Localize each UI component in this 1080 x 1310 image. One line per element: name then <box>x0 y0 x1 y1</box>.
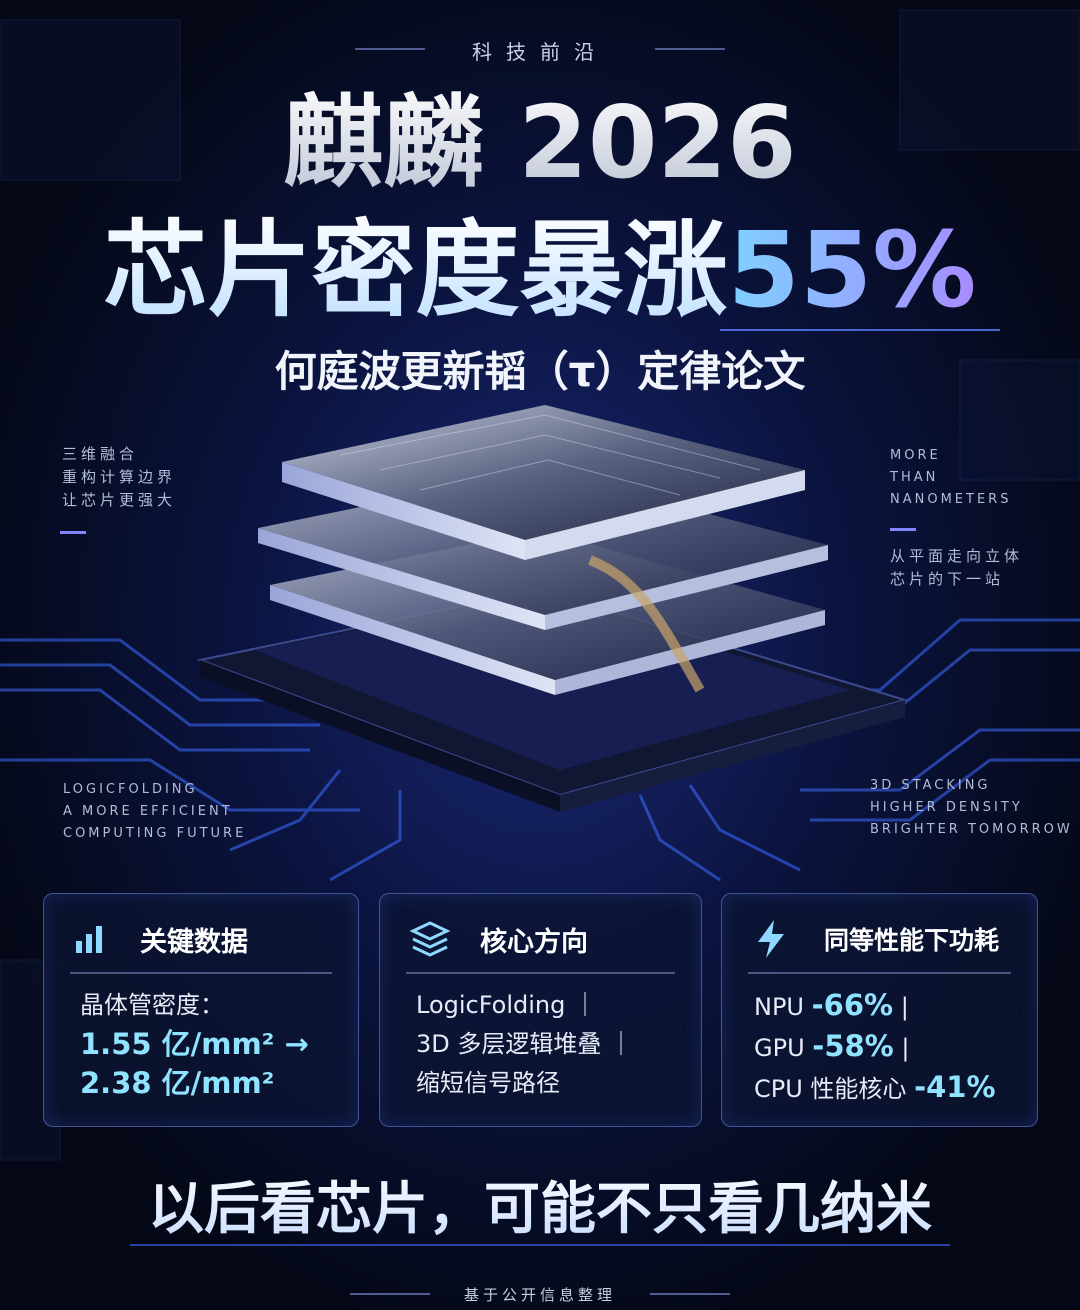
circuit-traces <box>0 618 1080 882</box>
card-item: 缩短信号路径 <box>416 1064 633 1103</box>
subtitle: 何庭波更新韬（τ）定律论文 <box>274 347 806 396</box>
card-title: 同等性能下功耗 <box>824 926 1000 955</box>
note-top-left: 三维融合 重构计算边界 让芯片更强大 <box>62 443 176 512</box>
card-power: 同等性能下功耗 NPU -66% | GPU -58% | CPU 性能核心 -… <box>721 893 1038 1127</box>
separator: | <box>901 1034 910 1062</box>
note-line: COMPUTING FUTURE <box>63 826 247 841</box>
item-text: 缩短信号路径 <box>416 1069 560 1097</box>
note-line: 从平面走向立体 <box>890 547 1024 565</box>
note-bottom-left: LOGICFOLDING A MORE EFFICIENT COMPUTING … <box>63 779 246 845</box>
card-header: 核心方向 <box>410 916 588 962</box>
item-text: 3D 多层逻辑堆叠 <box>416 1030 602 1058</box>
card-item: LogicFolding ｜ <box>416 986 633 1025</box>
card-body: 晶体管密度： 1.55 亿/mm² → 2.38 亿/mm² <box>80 986 309 1103</box>
footer: 基于公开信息整理 <box>463 1286 616 1304</box>
row-label: GPU <box>754 1034 805 1062</box>
chip-illustration <box>196 405 909 812</box>
note-line: HIGHER DENSITY <box>870 800 1023 815</box>
title-text: 芯片密度暴涨 <box>103 209 728 331</box>
row-value: -41% <box>914 1070 996 1104</box>
card-direction: 核心方向 LogicFolding ｜ 3D 多层逻辑堆叠 ｜ 缩短信号路径 <box>379 893 702 1127</box>
row-label: CPU 性能核心 <box>754 1075 907 1103</box>
icon-bolt <box>758 920 784 958</box>
card-title: 关键数据 <box>140 926 248 958</box>
note-bottom-right: 3D STACKING HIGHER DENSITY BRIGHTER TOMO… <box>870 775 1073 841</box>
card-row: CPU 性能核心 -41% <box>754 1068 996 1109</box>
card-header: 关键数据 <box>74 916 248 962</box>
card-value: 1.55 亿/mm² → <box>80 1027 309 1061</box>
note-line: LOGICFOLDING <box>63 782 198 797</box>
card-row: NPU -66% | <box>754 986 996 1027</box>
card-item: 3D 多层逻辑堆叠 ｜ <box>416 1025 633 1064</box>
separator: ｜ <box>609 1030 634 1058</box>
note-top-right-en: MORE THAN NANOMETERS <box>890 445 1011 511</box>
row-value: -58% <box>812 1029 894 1063</box>
card-rule <box>70 972 332 974</box>
card-value: 2.38 亿/mm² <box>80 1066 275 1100</box>
card-row: GPU -58% | <box>754 1027 996 1068</box>
card-title: 核心方向 <box>480 926 588 958</box>
note-line: 三维融合 <box>62 445 139 463</box>
note-line: 芯片的下一站 <box>890 570 1005 588</box>
note-line: BRIGHTER TOMORROW <box>870 822 1073 837</box>
card-body: LogicFolding ｜ 3D 多层逻辑堆叠 ｜ 缩短信号路径 <box>416 986 633 1103</box>
note-line: 重构计算边界 <box>62 468 177 486</box>
note-line: 3D STACKING <box>870 778 991 793</box>
card-rule <box>406 972 675 974</box>
card-key-data: 关键数据 晶体管密度： 1.55 亿/mm² → 2.38 亿/mm² <box>43 893 359 1127</box>
tagline: 以后看芯片，可能不只看几纳米 <box>0 1164 1080 1245</box>
note-dash <box>890 528 916 531</box>
title-line2: 芯片密度暴涨55% <box>0 205 1080 335</box>
icon-bars <box>76 926 102 953</box>
separator: | <box>900 993 909 1021</box>
note-dash <box>60 531 86 534</box>
icon-layers <box>410 921 450 957</box>
separator: ｜ <box>573 991 598 1019</box>
note-line: THAN <box>890 470 939 485</box>
card-label: 晶体管密度： <box>80 991 224 1019</box>
note-line: 让芯片更强大 <box>62 491 177 509</box>
bg-blocks <box>0 9 1080 1161</box>
card-rule <box>748 972 1011 974</box>
note-line: MORE <box>890 448 941 463</box>
note-top-right-cn: 从平面走向立体 芯片的下一站 <box>890 545 1023 591</box>
row-value: -66% <box>811 988 894 1022</box>
title-highlight: 55% <box>727 209 977 331</box>
note-line: A MORE EFFICIENT <box>63 804 233 819</box>
note-line: NANOMETERS <box>890 492 1012 507</box>
title-line1: 麒麟 2026 <box>0 78 1080 208</box>
card-body: NPU -66% | GPU -58% | CPU 性能核心 -41% <box>754 986 996 1109</box>
row-label: NPU <box>754 993 804 1021</box>
item-text: LogicFolding <box>416 991 566 1019</box>
card-header: 同等性能下功耗 <box>754 916 999 962</box>
kicker: 科技前沿 <box>472 40 608 64</box>
